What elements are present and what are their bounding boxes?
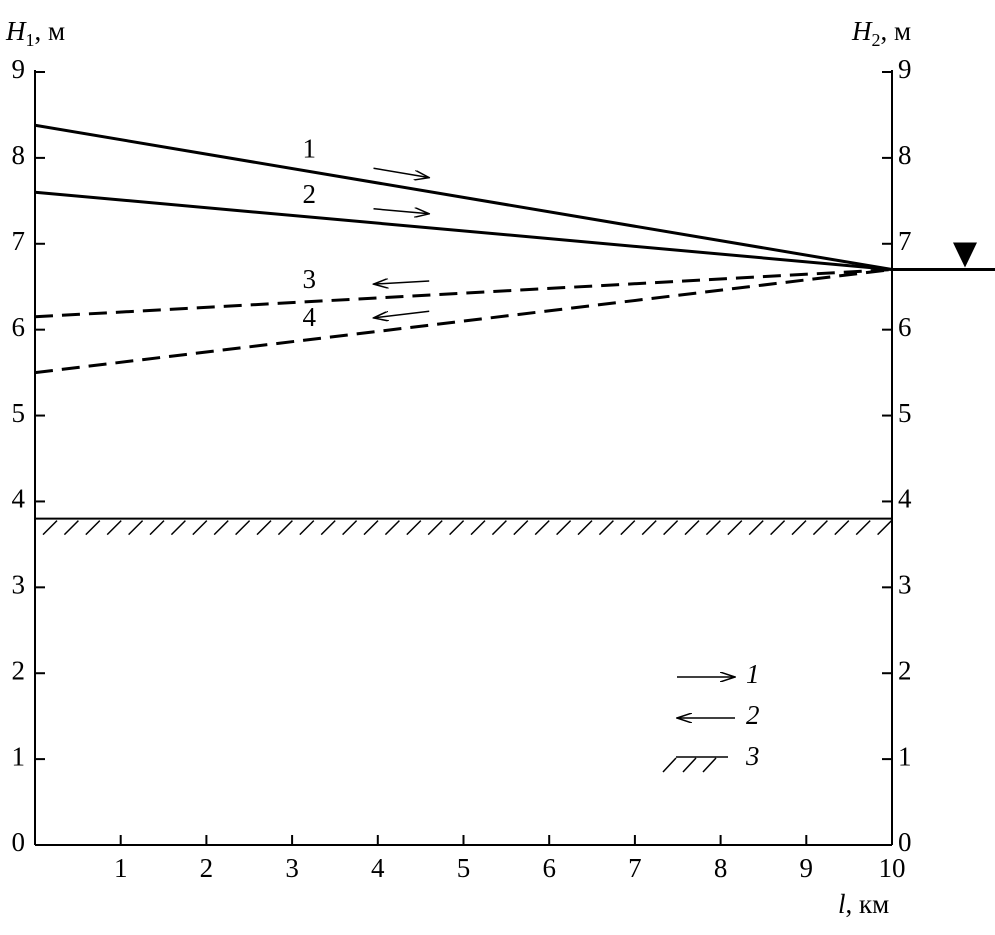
y2-tick-label: 0 [898,827,912,857]
direction-arrow [374,281,430,284]
y-tick-label: 3 [12,570,26,600]
legend-label: 3 [745,741,760,771]
y2-axis-title: H2, м [851,16,911,50]
x-tick-label: 5 [457,853,471,883]
y2-tick-label: 1 [898,741,912,771]
x-tick-label: 1 [114,853,128,883]
y2-tick-label: 6 [898,312,912,342]
series-label: 2 [302,179,316,209]
y-tick-label: 4 [12,484,26,514]
x-tick-label: 4 [371,853,385,883]
y-tick-label: 0 [12,827,26,857]
x-tick-label: 9 [800,853,814,883]
legend-label: 1 [746,659,760,689]
y2-tick-label: 7 [898,226,912,256]
x-tick-label: 6 [542,853,556,883]
direction-arrow [373,167,430,177]
direction-arrow [373,209,430,214]
legend-symbol [662,757,717,773]
y-label-symbol: H [5,16,27,46]
y-tick-label: 8 [12,140,26,170]
y2-tick-label: 2 [898,655,912,685]
x-axis-title: l, км [838,889,889,919]
series-line [34,190,893,272]
y2-tick-label: 9 [898,54,912,84]
x-tick-label: 7 [628,853,642,883]
y-tick-label: 9 [12,54,26,84]
x-tick-label: 8 [714,853,728,883]
y-tick-label: 5 [12,398,26,428]
y-tick-label: 2 [12,655,26,685]
x-tick-label: 10 [879,853,906,883]
y-axis-title: H1, м [5,16,65,50]
y2-tick-label: 5 [898,398,912,428]
series-label: 1 [302,134,316,164]
y2-tick-label: 8 [898,140,912,170]
series-line [34,123,893,272]
series-label: 4 [302,302,316,332]
y2-label-symbol: H [851,16,873,46]
series-line [34,268,893,375]
y-tick-label: 6 [12,312,26,342]
x-tick-label: 3 [285,853,299,883]
x-tick-label: 2 [200,853,214,883]
y2-tick-label: 4 [898,484,912,514]
y2-label-unit: , м [881,16,912,46]
y-tick-label: 7 [12,226,26,256]
series-line [34,268,893,319]
x-label-unit: , км [846,889,890,919]
x-label-symbol: l [838,889,846,919]
y-tick-label: 1 [12,741,26,771]
y-label-sub: 1 [26,30,35,50]
y-label-unit: , м [35,16,66,46]
water-marker [953,242,977,268]
y2-label-sub: 2 [872,30,881,50]
direction-arrow [374,310,430,318]
series-label: 3 [302,264,316,294]
bottom-hatch [42,520,893,536]
y2-tick-label: 3 [898,570,912,600]
legend-label: 2 [746,700,760,730]
